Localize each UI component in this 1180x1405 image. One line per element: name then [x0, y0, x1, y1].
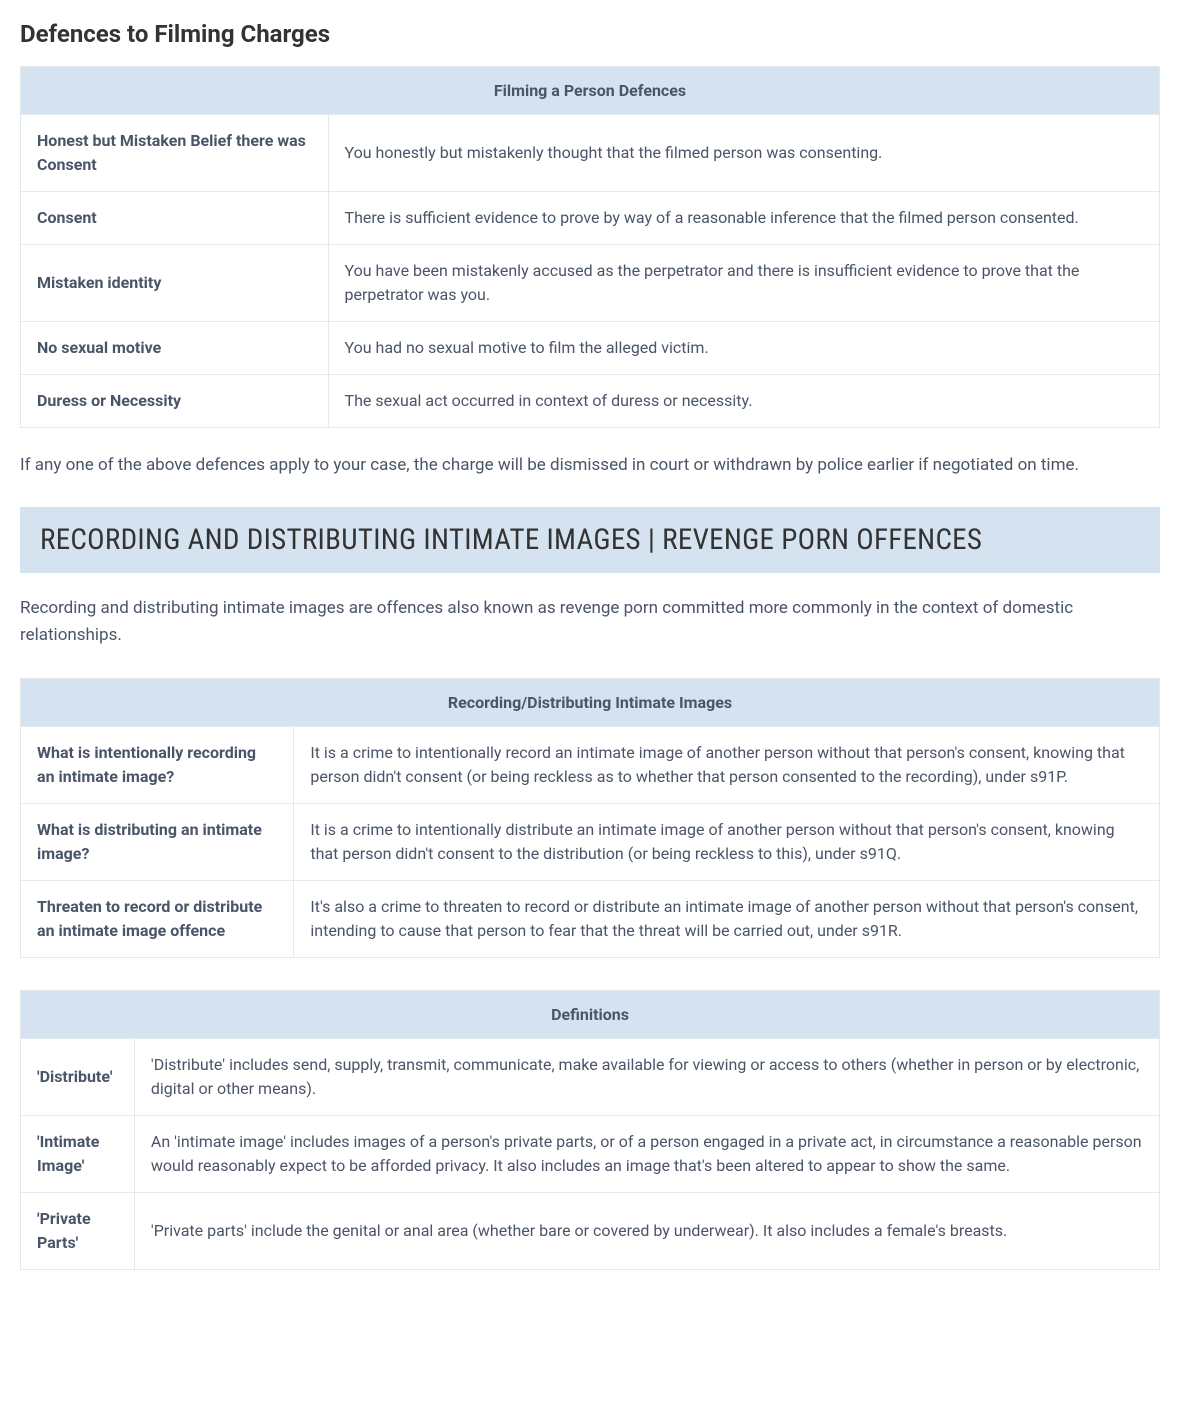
table-row: What is distributing an intimate image? … [21, 803, 1160, 880]
row-desc: The sexual act occurred in context of du… [328, 375, 1159, 428]
row-label: Threaten to record or distribute an inti… [21, 880, 294, 957]
table-row: No sexual motive You had no sexual motiv… [21, 322, 1160, 375]
section-title: Defences to Filming Charges [20, 20, 1160, 48]
row-label: Honest but Mistaken Belief there was Con… [21, 115, 329, 192]
offences-table: Recording/Distributing Intimate Images W… [20, 678, 1160, 958]
table-row: Consent There is sufficient evidence to … [21, 192, 1160, 245]
row-label: 'Intimate Image' [21, 1115, 135, 1192]
row-label: 'Private Parts' [21, 1192, 135, 1269]
table-row: Honest but Mistaken Belief there was Con… [21, 115, 1160, 192]
table-row: Mistaken identity You have been mistaken… [21, 245, 1160, 322]
row-label: What is distributing an intimate image? [21, 803, 294, 880]
row-label: Mistaken identity [21, 245, 329, 322]
table-header: Recording/Distributing Intimate Images [21, 678, 1160, 726]
row-desc: You have been mistakenly accused as the … [328, 245, 1159, 322]
row-desc: It is a crime to intentionally distribut… [294, 803, 1160, 880]
row-desc: You had no sexual motive to film the all… [328, 322, 1159, 375]
table-row: Threaten to record or distribute an inti… [21, 880, 1160, 957]
table-row: 'Distribute' 'Distribute' includes send,… [21, 1038, 1160, 1115]
row-desc: An 'intimate image' includes images of a… [134, 1115, 1159, 1192]
row-desc: You honestly but mistakenly thought that… [328, 115, 1159, 192]
table-row: What is intentionally recording an intim… [21, 726, 1160, 803]
section-intro: Recording and distributing intimate imag… [20, 595, 1160, 649]
row-desc: It is a crime to intentionally record an… [294, 726, 1160, 803]
section-banner: RECORDING AND DISTRIBUTING INTIMATE IMAG… [20, 507, 1160, 573]
row-label: No sexual motive [21, 322, 329, 375]
table-row: 'Private Parts' 'Private parts' include … [21, 1192, 1160, 1269]
row-desc: It's also a crime to threaten to record … [294, 880, 1160, 957]
row-label: Duress or Necessity [21, 375, 329, 428]
row-label: What is intentionally recording an intim… [21, 726, 294, 803]
table-header: Definitions [21, 990, 1160, 1038]
definitions-table: Definitions 'Distribute' 'Distribute' in… [20, 990, 1160, 1270]
row-desc: There is sufficient evidence to prove by… [328, 192, 1159, 245]
section-footer-text: If any one of the above defences apply t… [20, 452, 1160, 479]
row-label: Consent [21, 192, 329, 245]
banner-title: RECORDING AND DISTRIBUTING INTIMATE IMAG… [40, 523, 1140, 557]
table-row: 'Intimate Image' An 'intimate image' inc… [21, 1115, 1160, 1192]
row-desc: 'Private parts' include the genital or a… [134, 1192, 1159, 1269]
row-label: 'Distribute' [21, 1038, 135, 1115]
table-row: Duress or Necessity The sexual act occur… [21, 375, 1160, 428]
row-desc: 'Distribute' includes send, supply, tran… [134, 1038, 1159, 1115]
table-header: Filming a Person Defences [21, 67, 1160, 115]
defences-table: Filming a Person Defences Honest but Mis… [20, 66, 1160, 428]
